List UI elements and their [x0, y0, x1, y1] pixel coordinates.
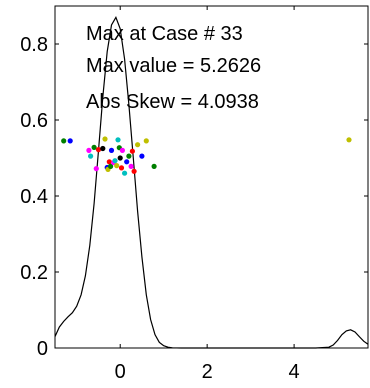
y-tick-label-2: 0.4 — [20, 186, 48, 208]
scatter-point-3 — [88, 153, 94, 159]
scatter-point-6 — [95, 147, 102, 153]
y-tick-label-4: 0.8 — [20, 34, 48, 56]
scatter-point-15 — [112, 158, 118, 164]
scatter-point-29 — [139, 153, 145, 159]
scatter-point-8 — [102, 136, 108, 142]
scatter-point-27 — [131, 168, 137, 174]
scatter-point-7 — [100, 145, 106, 152]
annotation-box: Max at Case # 33 Max value = 5.2626 Abs … — [86, 23, 261, 113]
scatter-point-11 — [106, 159, 112, 165]
plot-frame — [54, 5, 369, 349]
x-tick-label-0: 0 — [115, 361, 126, 383]
y-tick-label-3: 0.6 — [20, 110, 48, 132]
scatter-point-30 — [143, 138, 149, 144]
x-tick-label-1: 2 — [202, 361, 213, 383]
scatter-point-2 — [86, 147, 92, 153]
scatter-point-21 — [119, 147, 125, 153]
density-curve — [54, 16, 369, 349]
scatter-point-19 — [117, 155, 123, 161]
scatter-point-31 — [151, 163, 157, 169]
scatter-point-0 — [61, 138, 67, 144]
plot-content — [54, 16, 369, 349]
scatter-point-26 — [129, 148, 135, 154]
scatter-point-28 — [135, 142, 141, 148]
scatter-point-20 — [118, 165, 125, 171]
scatter-point-17 — [115, 137, 121, 143]
scatter-point-32 — [346, 137, 352, 143]
annotation-abs-skew: Abs Skew = 4.0938 — [86, 91, 259, 113]
scatter-point-1 — [67, 138, 73, 144]
scatter-point-16 — [114, 163, 120, 169]
scatter-point-24 — [126, 153, 132, 159]
scatter-point-12 — [108, 163, 114, 169]
scatter-point-23 — [124, 159, 130, 165]
scatter-point-4 — [91, 144, 97, 150]
y-tick-label-0: 0 — [37, 338, 48, 360]
scatter-point-22 — [122, 170, 128, 176]
scatter-point-25 — [128, 163, 134, 169]
x-tick-label-2: 4 — [289, 361, 300, 383]
axis-ticks: 0 2 4 0 0.2 0.4 0.6 0.8 — [20, 6, 368, 383]
annotation-max-case: Max at Case # 33 — [86, 23, 243, 45]
annotation-max-value: Max value = 5.2626 — [86, 55, 261, 77]
scatter-point-5 — [93, 166, 99, 172]
y-tick-label-1: 0.2 — [20, 262, 48, 284]
scatter-point-13 — [108, 147, 115, 153]
